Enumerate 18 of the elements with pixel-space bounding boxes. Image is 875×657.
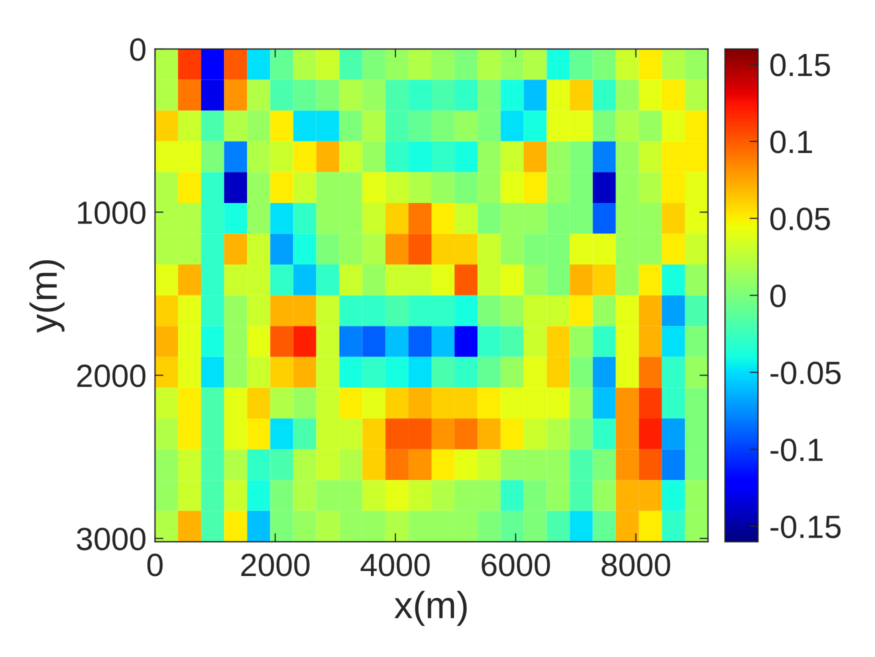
x-tick-label: 4000 <box>360 554 430 576</box>
color-bar-label: -0.05 <box>770 362 841 384</box>
y-tick-label: 1000 <box>78 201 146 224</box>
x-tick-label: 0 <box>147 554 163 576</box>
y-axis-title: y(m) <box>30 260 64 333</box>
color-bar-label: 0.05 <box>770 208 830 230</box>
color-bar-label: 0.1 <box>770 130 812 154</box>
x-axis-title: x(m) <box>394 590 467 626</box>
y-tick-label: 0 <box>130 38 146 61</box>
color-bar-label: 0.15 <box>770 54 830 76</box>
x-tick-label: 6000 <box>482 554 550 576</box>
color-bar-label: 0 <box>770 284 786 308</box>
x-tick-label: 2000 <box>241 554 310 576</box>
color-bar-label: -0.15 <box>770 516 841 538</box>
x-tick-label: 8000 <box>602 554 670 576</box>
color-bar-label: -0.1 <box>770 438 823 462</box>
y-tick-label: 3000 <box>76 528 146 550</box>
y-tick-label: 2000 <box>77 364 146 388</box>
